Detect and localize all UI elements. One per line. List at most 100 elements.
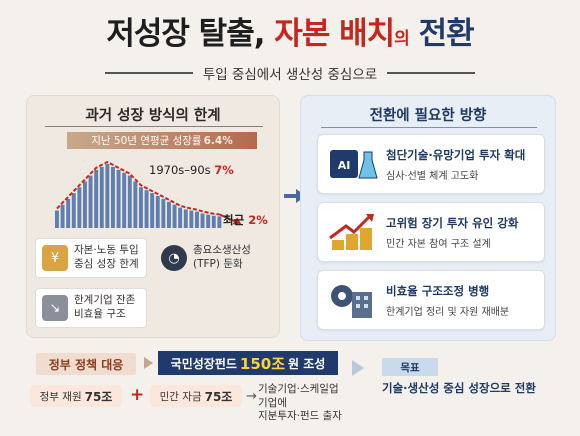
goal-text: 기술·생산성 중심 성장으로 전환: [382, 381, 536, 395]
growth-bar-chart: [55, 160, 242, 228]
chart-bar: [139, 187, 143, 228]
chart-bar: [122, 172, 127, 228]
chart-bar: [71, 193, 76, 228]
detail-line1: 기술기업·스케일업 기업에: [258, 383, 339, 409]
goal-section: 목표 기술·생산성 중심 성장으로 전환: [372, 352, 558, 414]
growth-banner-value: 6.4%: [203, 134, 233, 147]
arrow-right-icon: →: [246, 389, 257, 404]
chart-bar: [206, 214, 211, 228]
trend-arrowhead: [232, 217, 242, 225]
chart-bar: [150, 193, 155, 228]
chart-bar: [77, 187, 82, 228]
chart-bar: [189, 210, 194, 228]
chart-bar: [83, 181, 87, 228]
goal-arrow-icon: [352, 360, 364, 376]
svg-text:AI: AI: [338, 159, 351, 172]
period-label: 1970s–90s 7%: [149, 163, 234, 177]
past-growth-panel: 과거 성장 방식의 한계 지난 50년 연평균 성장률 6.4% 1970s–9…: [26, 95, 280, 338]
chart-bar: [161, 198, 166, 228]
chart-bar: [183, 209, 188, 228]
coins-worker-icon: ¥: [42, 245, 68, 271]
card-tfp-line2: (TFP) 둔화: [193, 258, 243, 270]
fund-arrow-icon: [144, 357, 153, 369]
card-zombie-firms: ↘ 한계기업 잔존 비효율 구조: [35, 288, 147, 328]
subtitle-text: 투입 중심에서 생산성 중심으로: [202, 67, 378, 83]
subtitle-rule-left: [105, 72, 193, 74]
recent-label-text: 최근: [223, 213, 245, 227]
card-restructuring-sub: 한계기업 정리 및 자원 재배분: [386, 306, 510, 318]
private-amount: 75조: [204, 389, 233, 404]
fund-banner: 국민성장펀드 150조 원 조성: [158, 351, 338, 375]
goal-label: 목표: [382, 358, 438, 376]
right-panel-title: 전환에 필요한 방향: [369, 108, 487, 124]
private-funding-pill: 민간 자금 75조: [150, 385, 242, 407]
fund-amount: 150조: [239, 354, 286, 373]
private-label: 민간 자금: [159, 390, 202, 403]
subtitle-rule-right: [387, 72, 475, 74]
chart-bar: [116, 169, 121, 228]
card-long-term-sub: 민간 자본 참여 구조 설계: [386, 238, 491, 250]
chart-bar: [211, 215, 216, 228]
chart-bar: [60, 204, 65, 228]
card-zombie-line1: 한계기업 잔존: [74, 294, 136, 307]
title-part-1: 저성장 탈출,: [106, 16, 265, 52]
card-tfp: ◔ 총요소생산성 (TFP) 둔화: [155, 238, 273, 278]
growth-arrow-coins-icon: [329, 214, 374, 250]
gauge-icon: ◔: [161, 245, 187, 271]
chart-bar: [144, 190, 149, 228]
detail-line2: 지분투자·펀드 출자: [258, 410, 342, 423]
policy-section: 정부 정책 대응 국민성장펀드 150조 원 조성 정부 재원 75조 + 민간…: [26, 347, 342, 427]
chart-bar: [172, 204, 177, 228]
gov-label: 정부 재원: [39, 390, 82, 403]
right-panel-rule: [321, 127, 537, 128]
fund-suffix: 원 조성: [288, 356, 326, 371]
direction-panel: 전환에 필요한 방향 AI 첨단기술·유망기업 투자 확대 심사·선별 체계 고…: [300, 95, 556, 341]
chart-bar: [200, 213, 205, 228]
card-tfp-line1: 총요소생산성: [193, 244, 251, 257]
policy-label: 정부 정책 대응: [36, 353, 136, 375]
trend-line: [56, 160, 220, 216]
left-panel-title: 과거 성장 방식의 한계: [85, 108, 221, 124]
growth-rate-banner: 지난 50년 연평균 성장률 6.4%: [67, 132, 257, 149]
chart-bar: [178, 207, 183, 228]
card-long-term-investment: 고위험 장기 투자 유인 강화 민간 자본 참여 구조 설계: [317, 202, 545, 262]
chart-bar: [127, 175, 132, 228]
chart-bar: [105, 164, 110, 228]
declining-building-icon: ↘: [42, 295, 68, 321]
chart-bar: [94, 169, 99, 228]
investment-detail: 기술기업·스케일업 기업에 지분투자·펀드 출자: [258, 383, 342, 424]
chart-bar: [195, 211, 199, 228]
chart-bar: [55, 210, 59, 228]
card-advanced-tech: AI 첨단기술·유망기업 투자 확대 심사·선별 체계 고도화: [317, 134, 545, 194]
plus-icon: +: [130, 385, 145, 405]
title-part-4: 전환: [418, 16, 475, 52]
trend-arrow: [218, 213, 238, 224]
period-label-value: 7%: [214, 163, 234, 177]
period-label-text: 1970s–90s: [149, 163, 211, 177]
fund-prefix: 국민성장펀드: [170, 356, 237, 371]
page-title: 저성장 탈출, 자본 배치의 전환: [0, 8, 580, 53]
gov-amount: 75조: [84, 389, 113, 404]
card-input-limit-line2: 중심 성장 한계: [74, 258, 139, 270]
card-zombie-line2: 비효율 구조: [74, 308, 126, 320]
title-part-2: 자본 배치: [274, 16, 395, 52]
card-advanced-tech-heading: 첨단기술·유망기업 투자 확대: [386, 147, 526, 162]
chart-bar: [99, 166, 104, 228]
recent-label-value: 2%: [248, 213, 268, 227]
chart-bar: [66, 198, 71, 228]
gear-building-icon: [331, 285, 372, 318]
card-long-term-heading: 고위험 장기 투자 유인 강화: [386, 215, 519, 230]
ai-chip-icon: AI: [330, 150, 378, 179]
card-advanced-tech-sub: 심사·선별 체계 고도화: [386, 170, 479, 182]
card-restructuring: 비효율 구조조정 병행 한계기업 정리 및 자원 재배분: [317, 270, 545, 330]
left-panel-rule: [45, 126, 263, 127]
growth-banner-text: 지난 50년 연평균 성장률: [91, 135, 202, 147]
chart-bar: [155, 196, 160, 228]
chart-bar: [88, 175, 93, 228]
card-restructuring-heading: 비효율 구조조정 병행: [386, 283, 490, 298]
card-input-limit-line1: 자본·노동 투입: [74, 244, 139, 257]
chart-bar: [133, 181, 138, 228]
chart-bar: [217, 216, 222, 228]
recent-label: 최근 2%: [223, 212, 268, 228]
title-part-3: 의: [394, 29, 410, 49]
